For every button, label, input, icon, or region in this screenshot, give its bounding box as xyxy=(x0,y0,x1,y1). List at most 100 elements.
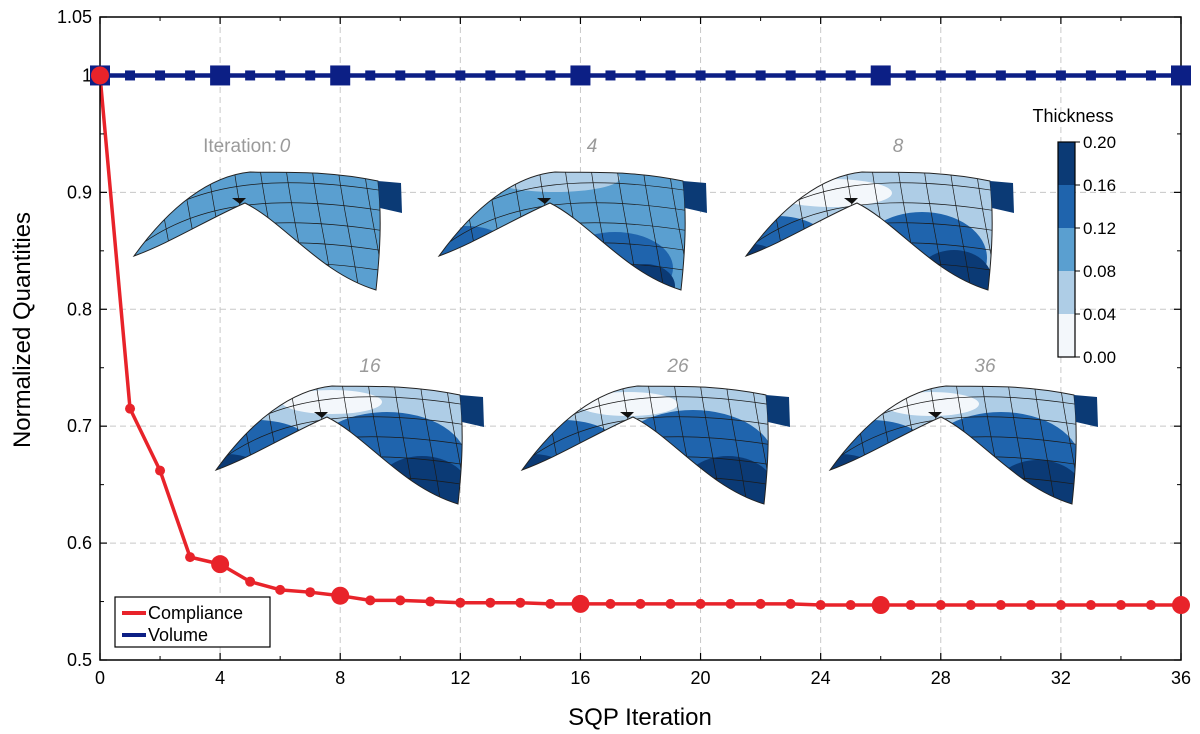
inset-notch xyxy=(620,412,634,418)
legend-label: Volume xyxy=(148,625,208,645)
inset-thickness-region xyxy=(490,172,620,192)
volume-point xyxy=(815,70,826,81)
colorbar-title: Thickness xyxy=(1032,106,1113,126)
colorbar-frame xyxy=(1057,141,1076,358)
compliance-point xyxy=(545,598,556,609)
inset-surface xyxy=(520,385,790,505)
volume-point xyxy=(545,70,556,81)
volume-point xyxy=(155,70,166,81)
inset-thickness-region xyxy=(992,460,1077,504)
inset-mesh-line xyxy=(1033,386,1057,504)
compliance-point xyxy=(125,403,136,414)
compliance-point xyxy=(571,594,590,613)
inset-iteration-label: 0 xyxy=(280,136,291,157)
x-tick-label: 36 xyxy=(1171,668,1191,688)
volume-point xyxy=(425,70,436,81)
inset-edge-flap xyxy=(683,181,707,213)
inset-thickness-region xyxy=(578,392,678,416)
compliance-point xyxy=(1115,600,1126,611)
volume-point xyxy=(210,65,231,86)
inset-notch xyxy=(232,198,246,204)
compliance-point xyxy=(755,598,766,609)
y-tick-label: 1.05 xyxy=(57,7,92,27)
volume-point xyxy=(935,70,946,81)
inset-surface xyxy=(132,171,402,291)
compliance-point xyxy=(425,596,436,607)
compliance-point xyxy=(871,596,890,615)
plot-frame xyxy=(99,16,1182,661)
compliance-point xyxy=(905,600,916,611)
y-tick-label: 0.6 xyxy=(67,533,92,553)
compliance-point xyxy=(305,587,316,598)
volume-point xyxy=(365,70,376,81)
x-tick-label: 0 xyxy=(95,668,105,688)
inset-thickness-region xyxy=(282,390,382,414)
inset-outline xyxy=(828,385,1077,505)
inset-notch xyxy=(537,198,551,204)
volume-point xyxy=(665,70,676,81)
inset-base xyxy=(439,172,686,290)
inset-outline xyxy=(437,171,686,291)
inset-thickness-region xyxy=(615,264,675,290)
volume-point xyxy=(185,70,196,81)
compliance-point xyxy=(91,66,109,85)
legend-box xyxy=(114,596,271,648)
volume-point xyxy=(515,70,526,81)
grid xyxy=(100,17,1181,660)
inset-outline xyxy=(744,171,993,291)
colorbar-tick-label: 0.08 xyxy=(1083,262,1116,281)
x-tick-label: 20 xyxy=(691,668,711,688)
volume-point xyxy=(1145,70,1156,81)
inset-iteration-label: 16 xyxy=(359,356,381,377)
compliance-point xyxy=(455,597,466,608)
compliance-point xyxy=(485,597,496,608)
colorbar-segment xyxy=(1058,271,1075,314)
inset-iteration-label: 8 xyxy=(893,136,904,157)
volume-point xyxy=(785,70,796,81)
inset-edge-flap xyxy=(766,395,790,427)
compliance-point xyxy=(155,465,166,476)
axes: 0 4 8 12 16 20 24 28 32 36 0.5 0.6 0.7 0.8 0.9 1 1.05 xyxy=(57,7,1191,688)
volume-point xyxy=(455,70,466,81)
compliance-point xyxy=(1055,600,1066,611)
compliance-point xyxy=(965,600,976,611)
x-tick-label: 28 xyxy=(931,668,951,688)
y-tick-label: 0.7 xyxy=(67,416,92,436)
legend-label: Compliance xyxy=(148,603,243,623)
volume-point xyxy=(330,65,351,86)
inset-mesh-line xyxy=(725,386,749,504)
volume-point xyxy=(965,70,976,81)
inset-edge-flap xyxy=(378,181,402,213)
compliance-point xyxy=(185,552,196,563)
inset-mesh-line xyxy=(419,386,443,504)
volume-point xyxy=(305,70,316,81)
compliance-point xyxy=(635,598,646,609)
inset-surface xyxy=(828,385,1098,505)
volume-point xyxy=(125,70,136,81)
compliance-point xyxy=(695,598,706,609)
inset-prefix-label: Iteration: xyxy=(203,136,277,157)
compliance-point xyxy=(1172,596,1190,615)
compliance-point xyxy=(1025,600,1036,611)
volume-point xyxy=(245,70,256,81)
volume-point xyxy=(870,65,891,86)
compliance-point xyxy=(995,600,1006,611)
inset-mesh-line xyxy=(337,172,361,290)
colorbar-tick-label: 0.04 xyxy=(1083,305,1116,324)
colorbar-segment xyxy=(1058,314,1075,357)
x-axis-title: SQP Iteration xyxy=(568,704,712,731)
compliance-point xyxy=(331,586,350,605)
colorbar-tick-label: 0.00 xyxy=(1083,348,1116,367)
inset-mesh-line xyxy=(642,172,666,290)
inset-mesh-line xyxy=(949,172,973,290)
inset-edge-flap xyxy=(460,395,484,427)
x-tick-label: 32 xyxy=(1051,668,1071,688)
compliance-point xyxy=(785,598,796,609)
y-tick-label: 0.9 xyxy=(67,182,92,202)
volume-point xyxy=(695,70,706,81)
colorbar-tick-label: 0.16 xyxy=(1083,176,1116,195)
compliance-point xyxy=(815,600,826,611)
colorbar-tick-label: 0.12 xyxy=(1083,219,1116,238)
volume-point xyxy=(1085,70,1096,81)
volume-point xyxy=(995,70,1006,81)
